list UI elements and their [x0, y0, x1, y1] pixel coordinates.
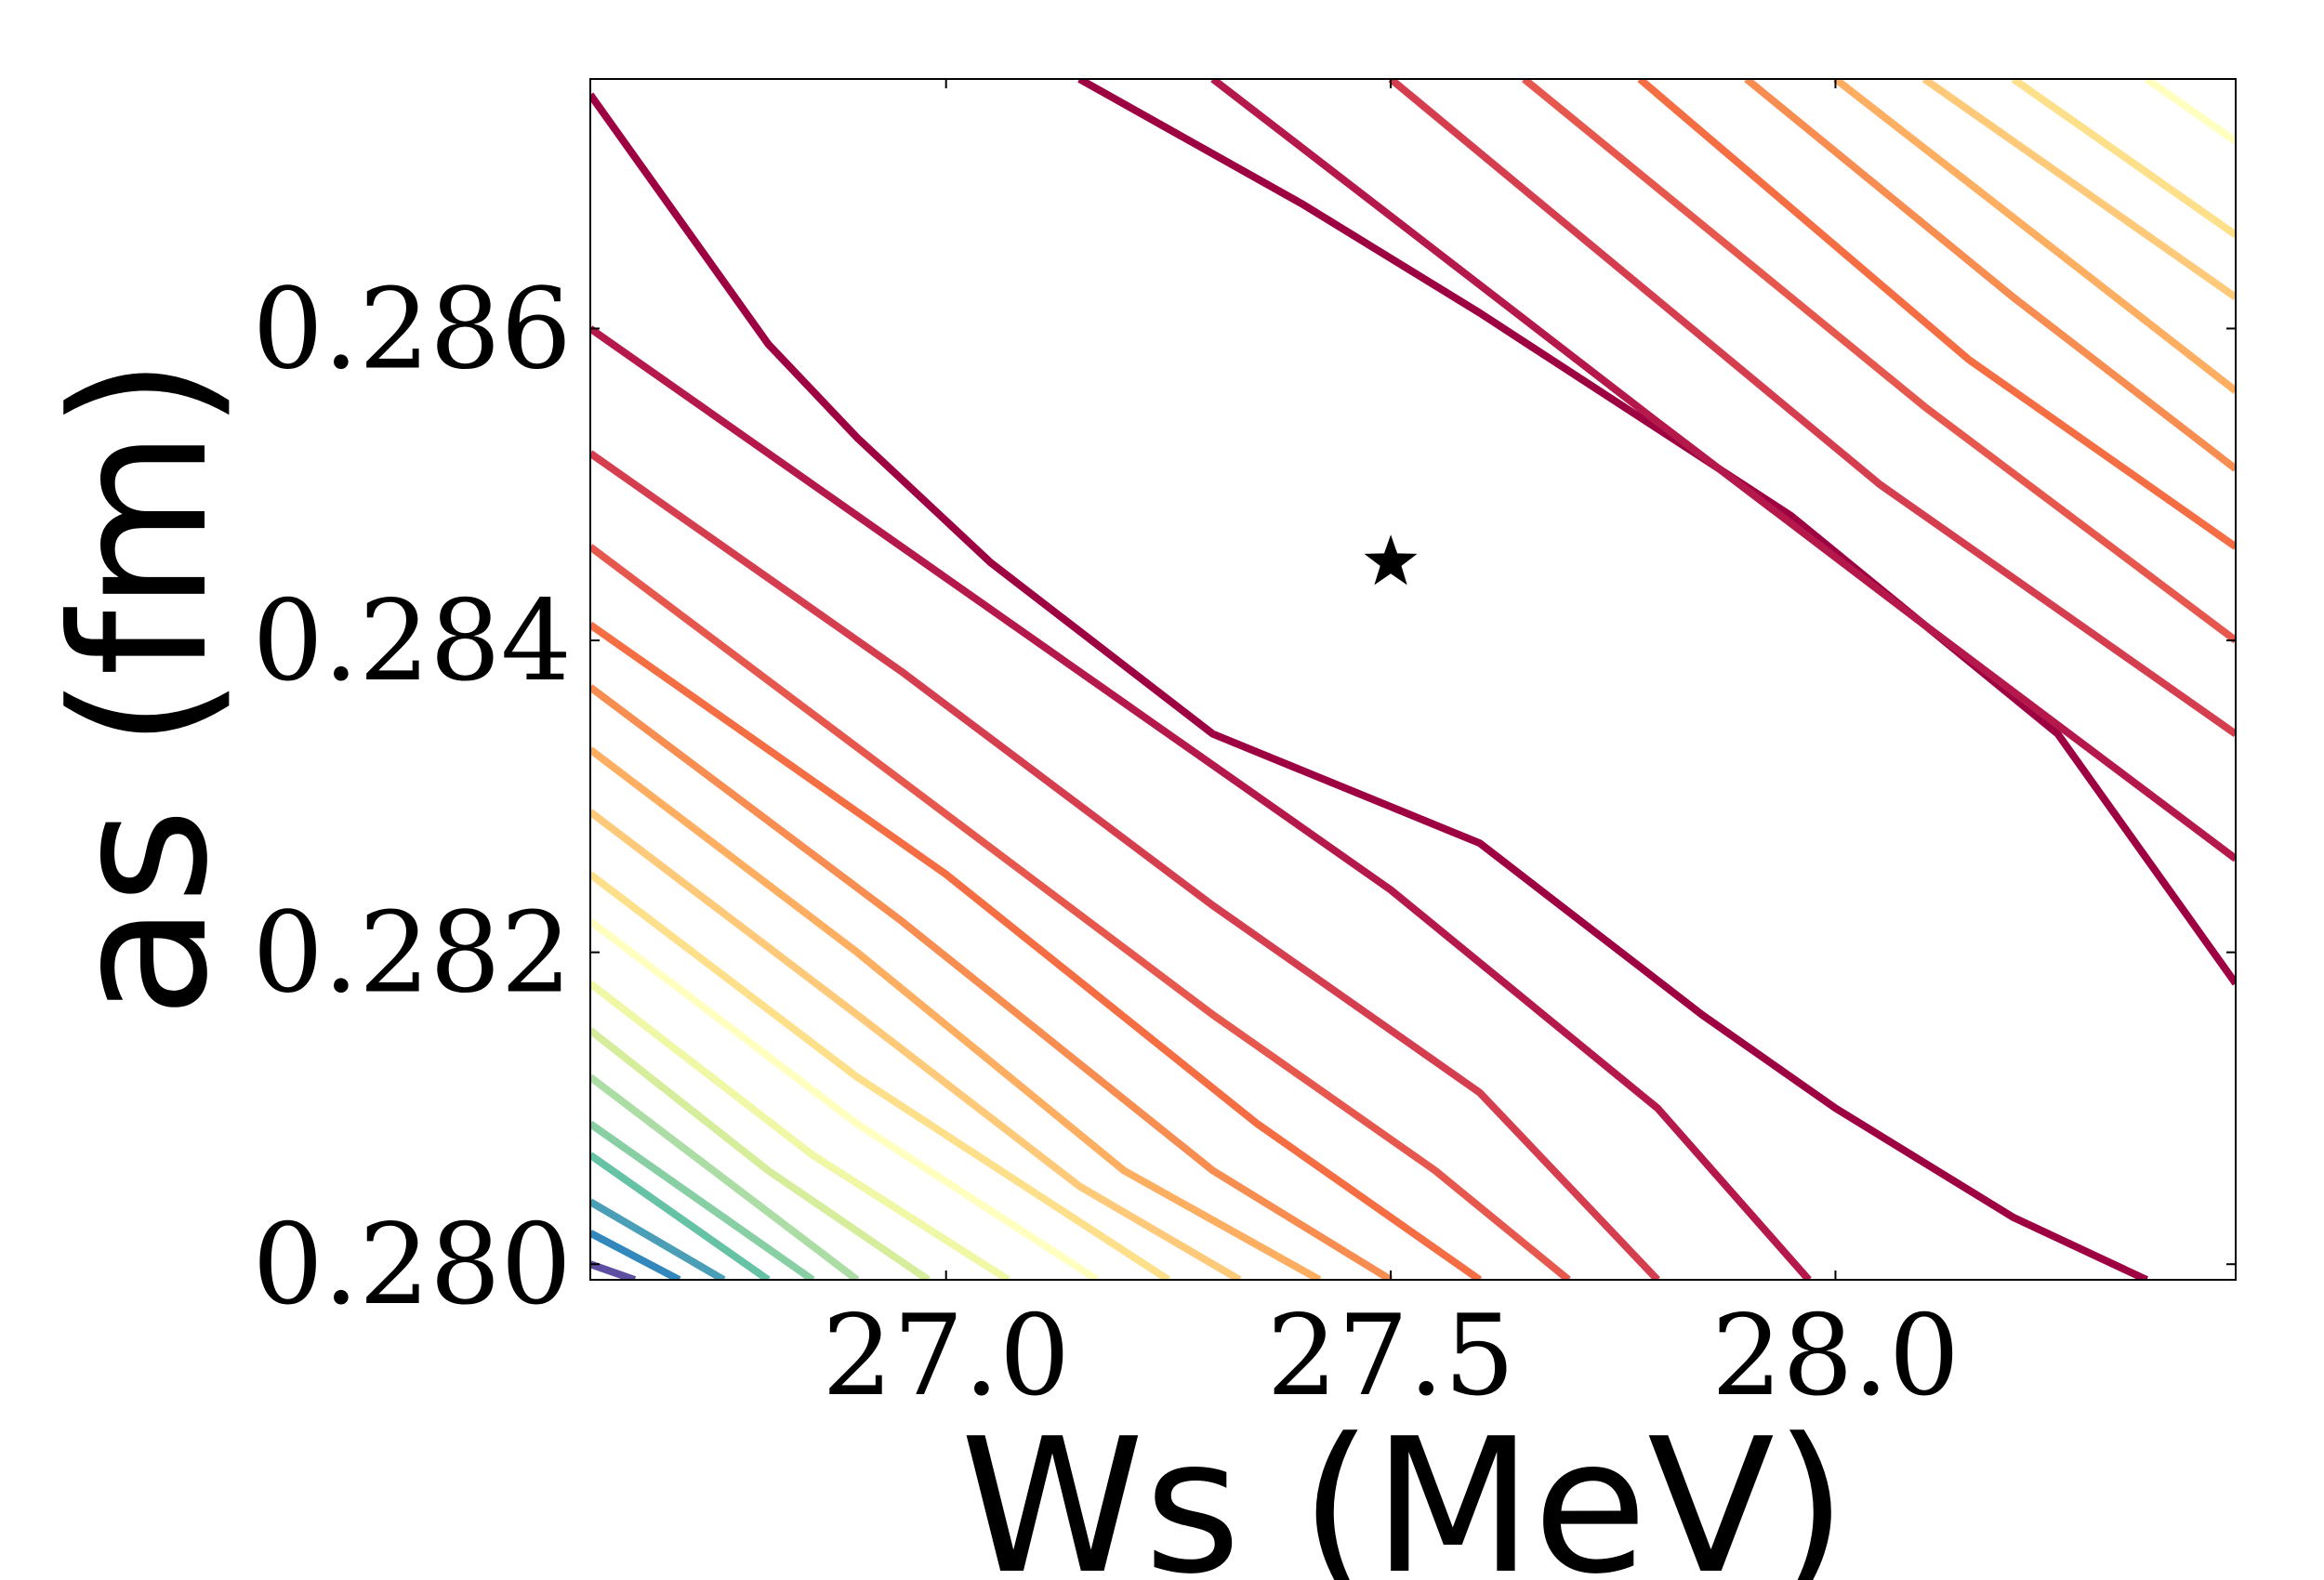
y-axis-ticks: 0.280 0.282 0.284 0.286: [252, 265, 2236, 1330]
contour-line-level-15: [590, 1152, 771, 1280]
x-tick-label: 28.0: [1711, 1292, 1960, 1421]
y-tick-label: 0.282: [252, 889, 572, 1019]
contour-line-level-6: [590, 684, 1393, 1280]
y-tick-label: 0.280: [252, 1201, 572, 1330]
contour-line-level-4: [590, 544, 1571, 1280]
contour-line-level-14: [590, 1120, 815, 1280]
contour-line-level-5: [590, 622, 1483, 1280]
contour-line-level-13: [590, 1073, 860, 1280]
contour-line-level-7: [590, 746, 1322, 1280]
contour-line-level-11: [590, 981, 1010, 1280]
contour-line-level-17: [590, 1230, 681, 1280]
contour-lines: [590, 79, 2236, 1280]
plot-area-frame: [589, 78, 2237, 1281]
minimum-marker: [1364, 534, 1418, 586]
contour-line-level-10: [2145, 79, 2236, 145]
contour-line-level-7: [1833, 79, 2236, 394]
contour-line-level-10: [590, 917, 1100, 1280]
x-tick-label: 27.0: [822, 1292, 1070, 1421]
contour-line-level-2: [590, 325, 1812, 1280]
contour-line-level-12: [590, 1027, 931, 1280]
contour-line-level-18: [590, 1260, 637, 1280]
contour-line-level-3: [1388, 79, 2236, 737]
contour-line-level-8: [590, 809, 1242, 1280]
contour-line-level-8: [1921, 79, 2236, 301]
contour-line-level-2: [1210, 79, 2236, 862]
contour-line-level-16: [590, 1198, 726, 1280]
x-axis-ticks: 27.0 27.5 28.0: [822, 79, 1960, 1421]
contour-line-level-1: [590, 92, 2148, 1280]
contour-line-level-9: [2011, 79, 2236, 239]
x-axis-label: Ws (MeV): [960, 1399, 1847, 1580]
y-tick-label: 0.284: [252, 577, 572, 706]
contour-line-level-6: [1744, 79, 2236, 472]
contour-line-level-3: [590, 450, 1661, 1280]
y-tick-label: 0.286: [252, 265, 572, 394]
contour-line-level-4: [1522, 79, 2236, 644]
contour-line-level-9: [590, 871, 1171, 1280]
x-tick-label: 27.5: [1266, 1292, 1514, 1421]
contour-line-level-1: [1077, 79, 2236, 986]
y-axis-label: as (fm): [33, 357, 249, 1019]
contour-line-level-5: [1637, 79, 2236, 550]
star-icon: [1364, 534, 1418, 586]
